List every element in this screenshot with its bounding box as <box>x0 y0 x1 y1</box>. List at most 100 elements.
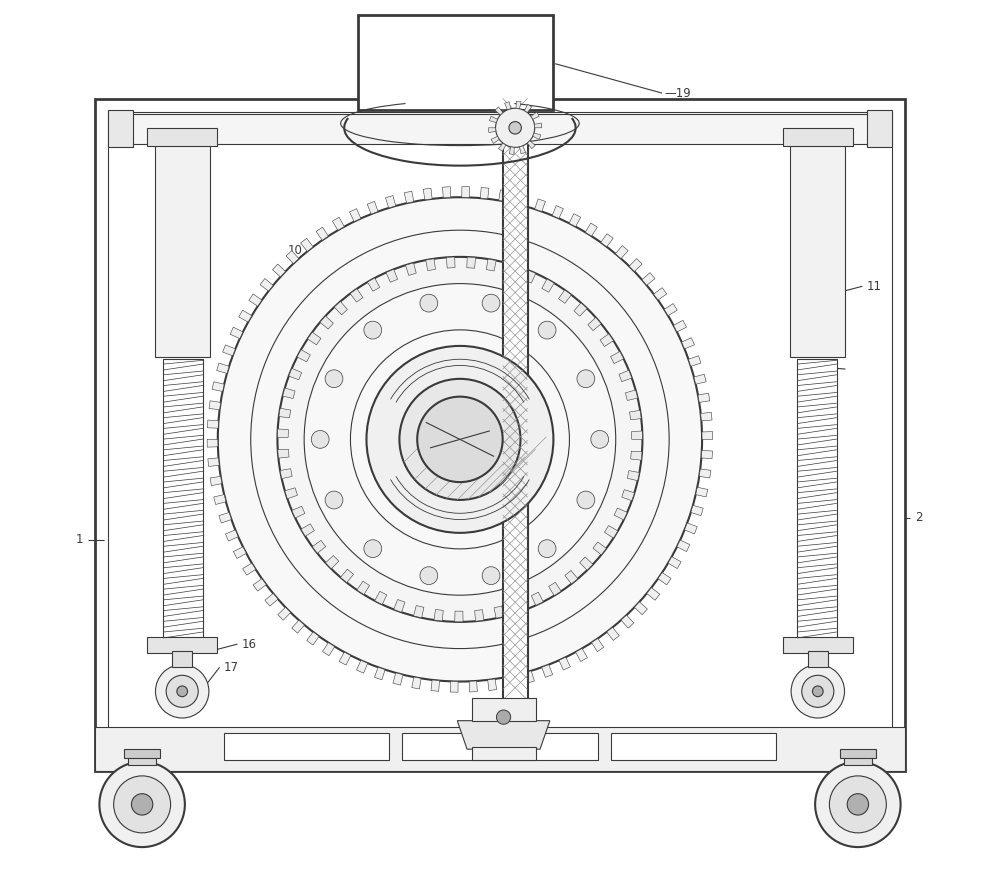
Text: 8: 8 <box>373 118 381 130</box>
Polygon shape <box>475 610 484 622</box>
Polygon shape <box>280 469 292 479</box>
Polygon shape <box>450 681 458 692</box>
Polygon shape <box>517 194 527 206</box>
Circle shape <box>209 188 711 690</box>
Polygon shape <box>357 660 368 673</box>
Polygon shape <box>531 592 543 605</box>
Circle shape <box>802 675 834 707</box>
Polygon shape <box>423 188 432 200</box>
Polygon shape <box>622 489 634 501</box>
Polygon shape <box>219 513 231 523</box>
Polygon shape <box>486 259 496 271</box>
Polygon shape <box>498 143 506 151</box>
Polygon shape <box>699 469 711 478</box>
Polygon shape <box>426 259 435 271</box>
Polygon shape <box>519 146 526 154</box>
Bar <box>163 359 203 638</box>
Polygon shape <box>292 620 304 633</box>
Bar <box>808 651 828 667</box>
Polygon shape <box>249 294 262 306</box>
Polygon shape <box>375 591 387 605</box>
Bar <box>472 747 536 760</box>
Polygon shape <box>506 263 516 276</box>
Polygon shape <box>253 579 266 591</box>
Polygon shape <box>469 681 477 692</box>
Polygon shape <box>696 488 708 497</box>
Text: 15: 15 <box>377 611 392 624</box>
Polygon shape <box>494 606 504 618</box>
Polygon shape <box>292 506 305 518</box>
Text: 18: 18 <box>154 815 169 829</box>
Polygon shape <box>509 146 514 154</box>
Polygon shape <box>627 471 639 480</box>
Polygon shape <box>506 676 516 688</box>
Circle shape <box>166 675 198 707</box>
Polygon shape <box>688 355 701 366</box>
Polygon shape <box>625 390 638 400</box>
Polygon shape <box>702 431 713 439</box>
Bar <box>503 113 528 705</box>
Polygon shape <box>210 476 222 486</box>
Polygon shape <box>611 352 624 363</box>
Polygon shape <box>491 137 499 144</box>
Text: 5: 5 <box>621 515 628 529</box>
Polygon shape <box>278 449 289 458</box>
Circle shape <box>325 370 343 388</box>
Polygon shape <box>230 327 243 338</box>
Circle shape <box>829 776 886 833</box>
Polygon shape <box>559 657 570 670</box>
Polygon shape <box>629 259 642 271</box>
Polygon shape <box>600 334 613 346</box>
Polygon shape <box>277 429 288 438</box>
Polygon shape <box>549 582 561 596</box>
Polygon shape <box>607 628 619 640</box>
Circle shape <box>509 121 521 134</box>
Polygon shape <box>565 571 578 584</box>
Circle shape <box>482 294 500 312</box>
Bar <box>783 637 853 653</box>
Text: 4: 4 <box>539 629 546 642</box>
Polygon shape <box>301 524 314 537</box>
Polygon shape <box>286 251 299 263</box>
Circle shape <box>218 197 702 681</box>
Polygon shape <box>357 581 370 595</box>
Bar <box>147 637 217 653</box>
Polygon shape <box>701 450 712 459</box>
Circle shape <box>155 664 209 718</box>
Bar <box>783 128 853 146</box>
Bar <box>124 749 160 758</box>
Polygon shape <box>406 263 416 275</box>
Polygon shape <box>386 270 398 282</box>
Circle shape <box>847 794 869 815</box>
Text: 16: 16 <box>241 638 256 651</box>
Circle shape <box>791 664 845 718</box>
Polygon shape <box>455 611 463 622</box>
Circle shape <box>482 567 500 585</box>
Bar <box>797 359 837 638</box>
Polygon shape <box>214 495 226 505</box>
Polygon shape <box>531 113 539 120</box>
Polygon shape <box>386 196 396 208</box>
Text: 6: 6 <box>309 489 317 502</box>
Bar <box>611 733 776 760</box>
Circle shape <box>311 430 329 448</box>
Polygon shape <box>658 572 671 585</box>
Polygon shape <box>647 588 660 600</box>
Polygon shape <box>576 648 587 662</box>
Circle shape <box>538 539 556 557</box>
Polygon shape <box>393 672 403 685</box>
Bar <box>128 755 156 765</box>
Circle shape <box>420 567 438 585</box>
Text: —19: —19 <box>665 87 691 100</box>
Polygon shape <box>212 382 224 391</box>
Polygon shape <box>513 600 524 613</box>
Polygon shape <box>488 679 497 690</box>
Polygon shape <box>394 599 405 613</box>
Polygon shape <box>542 279 554 292</box>
Polygon shape <box>308 332 321 345</box>
Polygon shape <box>208 458 219 466</box>
Polygon shape <box>601 234 613 246</box>
Polygon shape <box>207 439 218 447</box>
Polygon shape <box>457 721 550 749</box>
Polygon shape <box>542 664 553 677</box>
